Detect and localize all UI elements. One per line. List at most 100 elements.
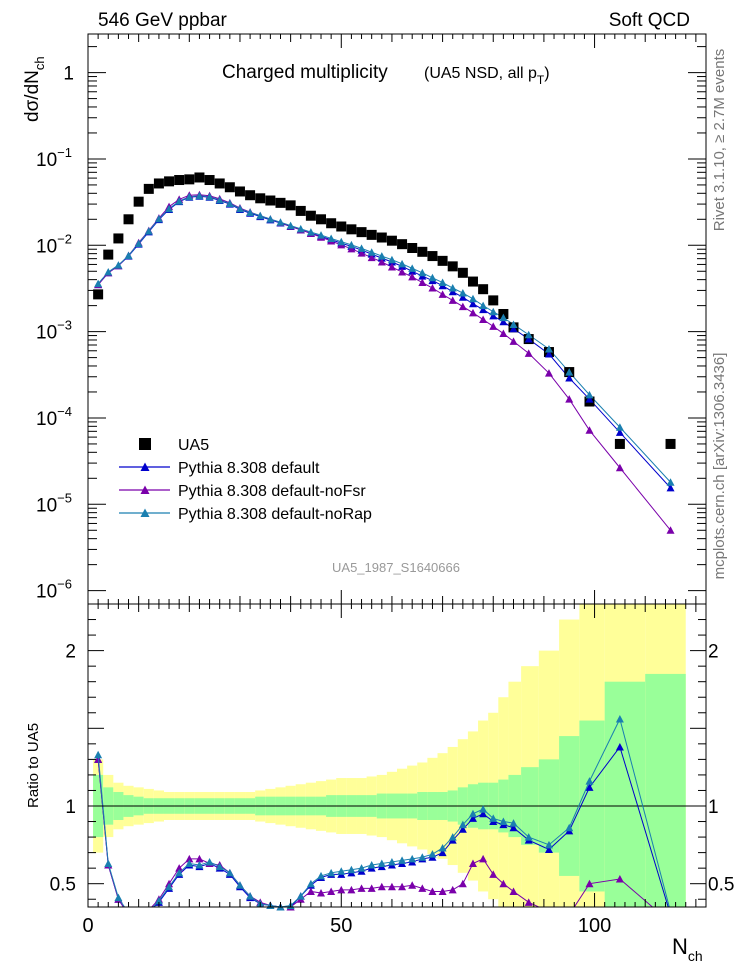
ratio-point [205,857,214,866]
ratio-point [509,887,518,895]
ua5-point [103,249,114,260]
series-point-2 [544,369,553,377]
ratio-y-tick-label-left: 1 [65,797,76,818]
legend-item: Pythia 8.308 default [119,460,320,477]
ua5-point [184,174,195,185]
ua5-point [123,214,134,225]
legend-label: UA5 [178,437,209,454]
ratio-y-tick-label-right: 1 [708,797,719,818]
ua5-point [153,178,164,189]
ua5-point [376,232,387,243]
ratio-point [585,783,594,791]
ratio-point [438,843,447,852]
ratio-point [327,887,336,895]
ratio-band-inner [645,673,686,907]
main-y-tick-label: 1 [63,64,74,85]
ua5-point [194,172,205,183]
header-left-label: 546 GeV ppbar [98,10,228,31]
series-point-3 [225,199,234,207]
ratio-point [235,881,244,889]
ratio-point [489,814,498,822]
series-point-3 [296,224,305,233]
ratio-point [347,885,356,894]
ratio-point [418,853,427,861]
ratio-point [367,884,376,892]
chart-title-main: Charged multiplicity [222,62,388,83]
main-y-tick-label: 10−3 [36,318,72,344]
ratio-point [408,854,417,863]
series-point-2 [387,263,396,271]
ratio-point [408,881,417,889]
ratio-point [377,859,386,867]
series-point-2 [377,258,386,266]
ratio-point [175,868,184,877]
ua5-point [224,182,235,193]
series-point-1 [544,350,553,358]
series-point-3 [347,240,356,249]
series-point-1 [479,305,488,314]
ua5-point [417,246,428,257]
series-point-2 [357,249,366,257]
ua5-point [326,218,337,229]
x-tick-label: 50 [330,915,352,937]
ua5-point [427,251,438,262]
ua5-point [143,183,154,194]
series-point-3 [357,244,366,252]
ratio-point [458,825,467,833]
ua5-point [305,210,316,221]
ratio-point [347,865,356,874]
legend-item: Pythia 8.308 default-noRap [119,506,372,523]
ratio-uncertainty-bands [93,604,686,907]
series-point-2 [509,337,518,345]
ratio-y-tick-label-right: 2 [708,642,719,663]
ua5-point [174,175,185,186]
ratio-y-tick-label-left: 0.5 [50,875,76,896]
ratio-point [489,870,498,878]
series-point-3 [246,208,255,216]
ratio-point [479,805,488,813]
series-line-2 [97,194,671,531]
series-point-3 [458,289,467,297]
ratio-point [306,887,315,895]
ratio-point [428,850,437,858]
series-point-3 [666,478,675,486]
series-point-3 [398,259,407,268]
legend-marker [140,485,150,494]
series-point-1 [489,311,498,320]
ratio-point [317,889,326,897]
ua5-point [285,200,296,211]
series-point-3 [428,273,437,282]
x-axis-title: Nch [672,934,703,964]
ratio-point [306,879,315,888]
ratio-point [337,867,346,875]
ua5-point [478,284,489,295]
chart-title-sub: (UA5 NSD, all pT) [424,65,550,87]
series-point-3 [286,221,295,230]
legend: UA5 Pythia 8.308 default Pythia 8.308 defa… [119,437,372,523]
series-point-3 [94,279,103,288]
ua5-point [164,176,175,187]
ratio-point [448,885,457,894]
ratio-point [246,892,255,900]
series-point-3 [468,294,477,303]
series-point-2 [666,526,675,534]
ratio-point [509,819,518,827]
ratio-point [195,861,204,869]
ua5-point [467,276,478,287]
axis-tick-labels: 0 50 100 1 10−1 10−2 10−3 10−4 10−5 10−6 0.5 0.5 1 1 2… [36,64,734,937]
series-point-3 [387,255,396,264]
ratio-y-axis-title: Ratio to UA5 [25,723,42,808]
series-point-3 [565,368,574,376]
series-point-1 [509,324,518,333]
legend-label: Pythia 8.308 default [178,460,320,477]
ua5-point [204,175,215,186]
ua5-point [113,233,124,244]
ratio-point [357,864,366,872]
series-point-2 [458,302,467,311]
mcplots-reference-label: mcplots.cern.ch [arXiv:1306.3436] [711,353,728,580]
series-point-2 [615,463,624,472]
analysis-id-label: UA5_1987_S1640666 [332,560,460,575]
ratio-point [468,814,477,822]
series-point-1 [499,317,508,326]
ua5-point [316,214,327,225]
